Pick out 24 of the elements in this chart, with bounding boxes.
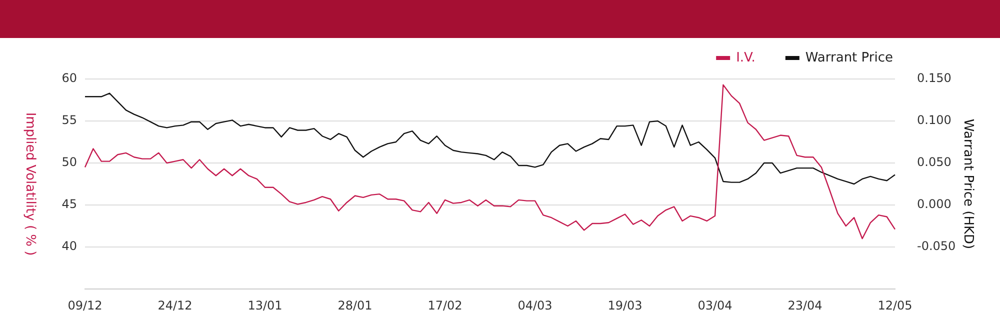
y-tick-label: 40 xyxy=(62,239,77,254)
legend-label: Warrant Price xyxy=(805,50,894,66)
y-tick-label: 45 xyxy=(62,197,77,212)
y2-tick-label: 0.100 xyxy=(917,113,952,128)
y2-tick-label: 0.050 xyxy=(917,155,952,170)
y2-axis-title: Warrant Price (HKD) xyxy=(960,118,976,250)
y-tick-label: 50 xyxy=(62,155,77,170)
y-tick-label: 60 xyxy=(62,71,77,86)
x-tick-label: 04/03 xyxy=(518,298,552,312)
x-tick-label: 17/02 xyxy=(428,298,462,312)
y2-tick-label: 0.000 xyxy=(917,197,952,212)
y-axis-title: Implied Volatility ( % ) xyxy=(22,112,38,256)
x-tick-label: 24/12 xyxy=(158,298,192,312)
legend-label: I.V. xyxy=(736,50,756,66)
x-tick-label: 09/12 xyxy=(68,298,102,312)
x-tick-label: 12/05 xyxy=(878,298,912,312)
x-tick-label: 03/04 xyxy=(698,298,732,312)
y-tick-label: 55 xyxy=(62,113,77,128)
x-tick-label: 13/01 xyxy=(248,298,282,312)
x-tick-label: 19/03 xyxy=(608,298,642,312)
x-tick-label: 28/01 xyxy=(338,298,372,312)
y2-tick-label: -0.050 xyxy=(917,239,956,254)
x-tick-label: 23/04 xyxy=(788,298,822,312)
y2-tick-label: 0.150 xyxy=(917,71,952,86)
